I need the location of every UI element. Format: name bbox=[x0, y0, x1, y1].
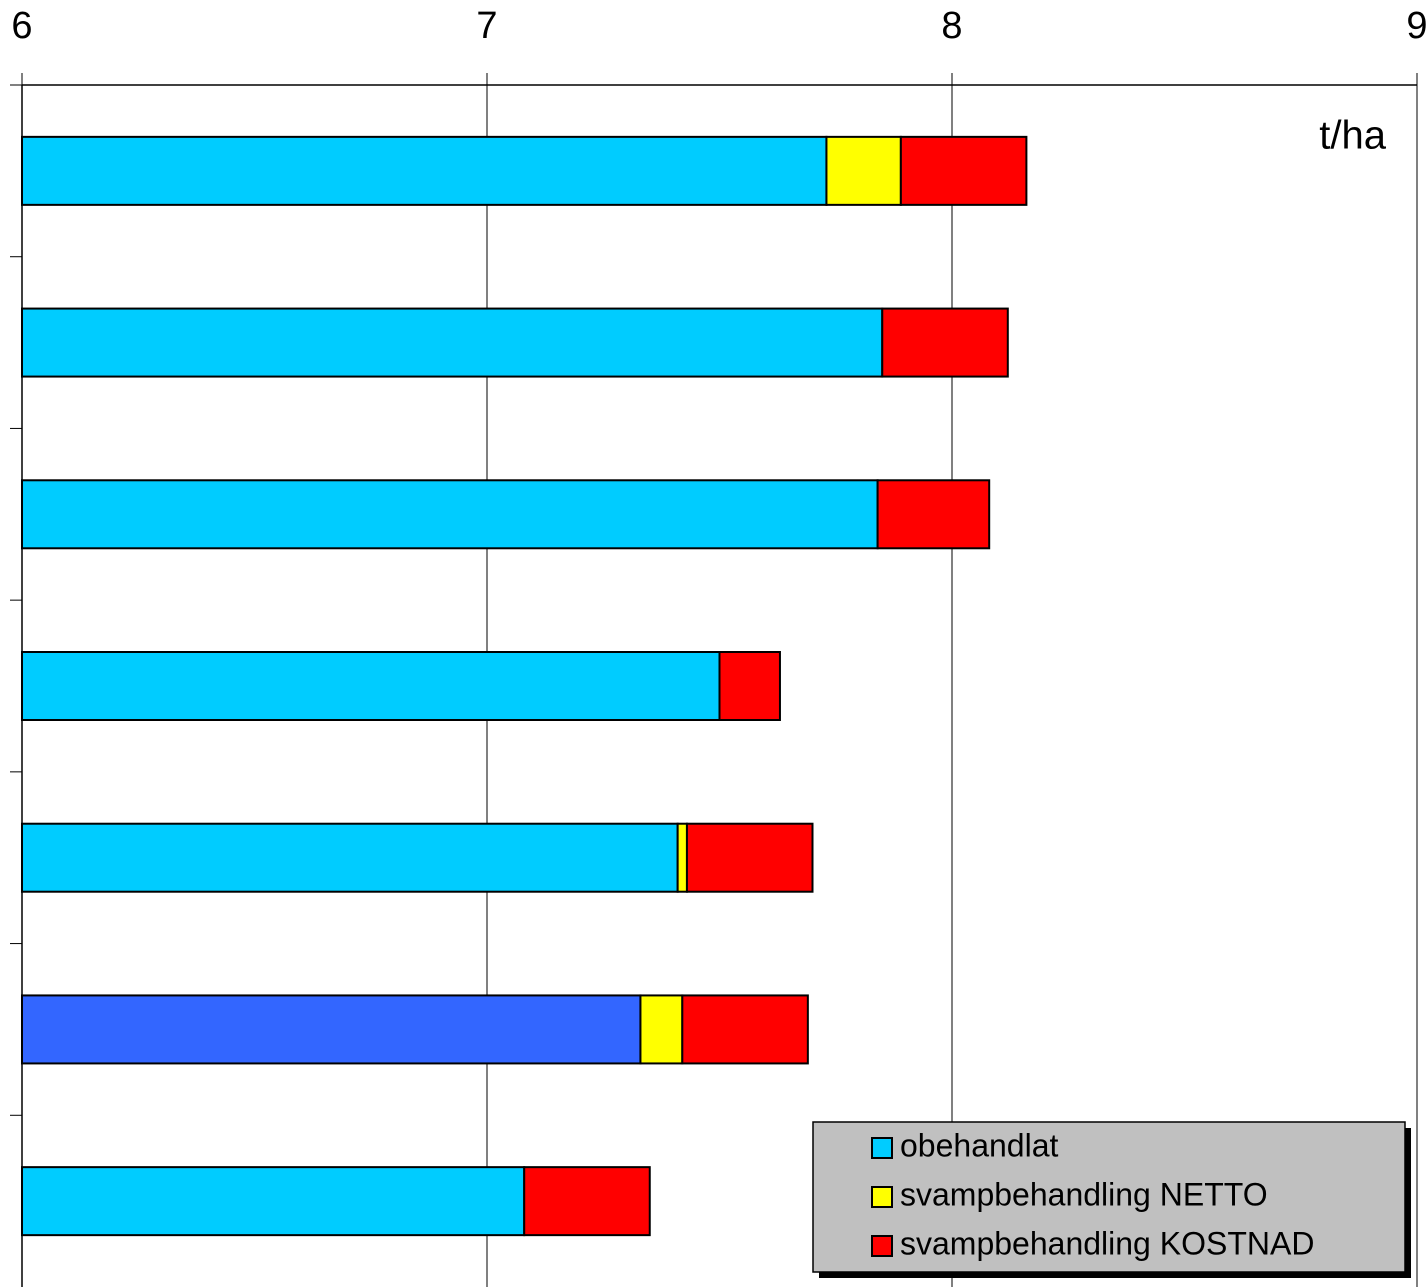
bar-segment bbox=[21, 135, 828, 206]
bar-segment bbox=[899, 135, 1028, 206]
bar-segment bbox=[876, 479, 991, 550]
bar-segment bbox=[21, 994, 642, 1065]
bar-segment bbox=[639, 994, 684, 1065]
bar-segment bbox=[21, 479, 879, 550]
bar-segment bbox=[676, 822, 688, 893]
bar-segment bbox=[825, 135, 902, 206]
bar-segment bbox=[21, 651, 721, 721]
legend-label: obehandlat bbox=[900, 1127, 1058, 1163]
legend-swatch bbox=[871, 1137, 893, 1159]
x-tick-label: 7 bbox=[476, 5, 497, 47]
legend-swatch bbox=[871, 1186, 893, 1208]
legend-label: svampbehandling KOSTNAD bbox=[900, 1225, 1314, 1261]
legend-swatch bbox=[871, 1235, 893, 1257]
bar-segment bbox=[681, 994, 809, 1065]
bar-segment bbox=[21, 822, 679, 893]
x-tick-label: 6 bbox=[11, 5, 32, 47]
bar-segment bbox=[881, 307, 1009, 378]
legend: obehandlat svampbehandling NETTO svampbeha… bbox=[812, 1121, 1411, 1278]
bar-segment bbox=[685, 822, 814, 893]
bar-segment bbox=[718, 651, 781, 721]
legend-box bbox=[812, 1121, 1406, 1273]
unit-annotation: t/ha bbox=[1319, 114, 1386, 158]
legend-label: svampbehandling NETTO bbox=[900, 1176, 1268, 1212]
x-tick-label: 8 bbox=[941, 5, 962, 47]
bar-segment bbox=[21, 307, 884, 378]
bar-segment bbox=[21, 1166, 526, 1237]
x-tick-label: 9 bbox=[1406, 5, 1427, 47]
bar-segment bbox=[523, 1166, 651, 1237]
